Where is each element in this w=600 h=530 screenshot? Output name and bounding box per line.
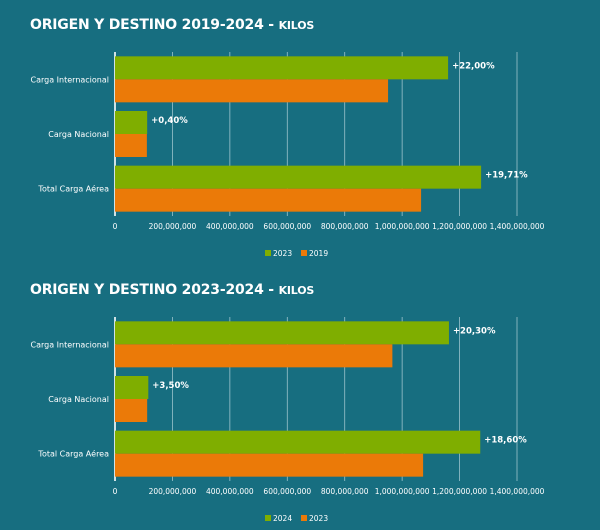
category-label: Total Carga Aérea (37, 184, 109, 194)
legend-label: 2023 (309, 514, 328, 523)
bar-2019 (115, 79, 389, 103)
bar-2019 (115, 188, 422, 212)
growth-annotation: +0,40% (151, 116, 188, 126)
x-tick-label: 1,200,000,000 (432, 487, 487, 496)
growth-annotation: +3,50% (152, 381, 189, 391)
x-tick-label: 600,000,000 (263, 222, 311, 231)
bar-2024 (115, 430, 481, 454)
x-tick-label: 0 (113, 487, 118, 496)
x-tick-label: 0 (113, 222, 118, 231)
bar-2023 (115, 453, 424, 477)
chart-2019-2024: ORIGEN Y DESTINO 2019-2024 - KILOS 0 200,… (30, 17, 545, 258)
x-tick-label: 200,000,000 (149, 487, 197, 496)
bar-2023 (115, 111, 148, 134)
bar-2024 (115, 376, 149, 399)
growth-annotation: +18,60% (484, 436, 527, 446)
legend-swatch (301, 515, 307, 521)
growth-annotation: +20,30% (453, 326, 496, 336)
x-tick-label: 1,200,000,000 (432, 222, 487, 231)
chart-plot: 0 200,000,000 400,000,000 600,000,000 800,00… (31, 317, 545, 523)
x-tick-label: 1,000,000,000 (375, 487, 430, 496)
legend-swatch (301, 250, 307, 256)
x-tick-label: 400,000,000 (206, 222, 254, 231)
chart-2023-2024: ORIGEN Y DESTINO 2023-2024 - KILOS 0 200,… (0, 265, 600, 530)
legend-label: 2023 (273, 249, 292, 258)
growth-annotation: +19,71% (485, 171, 528, 181)
x-tick-label: 200,000,000 (149, 222, 197, 231)
x-tick-label: 1,000,000,000 (375, 222, 430, 231)
x-tick-label: 600,000,000 (263, 487, 311, 496)
chart-title: ORIGEN Y DESTINO 2023-2024 - KILOS (30, 282, 315, 298)
category-label: Carga Internacional (31, 75, 109, 84)
bar-2019 (115, 134, 147, 157)
x-tick-label: 800,000,000 (321, 487, 369, 496)
legend-swatch (265, 515, 271, 521)
legend-label: 2024 (273, 514, 292, 523)
legend-label: 2019 (309, 249, 328, 258)
chart-title: ORIGEN Y DESTINO 2019-2024 - KILOS (30, 17, 315, 33)
legend-swatch (265, 250, 271, 256)
bar-2024 (115, 321, 449, 345)
bar-2023 (115, 56, 449, 80)
category-label: Carga Nacional (48, 395, 109, 404)
chart-plot: 0 200,000,000 400,000,000 600,000,000 800,00… (31, 52, 545, 258)
category-label: Total Carga Aérea (37, 449, 109, 459)
bar-2023 (115, 344, 393, 368)
bar-2023 (115, 399, 148, 422)
x-tick-label: 1,400,000,000 (490, 487, 545, 496)
x-tick-label: 1,400,000,000 (490, 222, 545, 231)
x-tick-label: 400,000,000 (206, 487, 254, 496)
bar-2023 (115, 165, 482, 189)
category-label: Carga Nacional (48, 130, 109, 139)
growth-annotation: +22,00% (452, 61, 495, 71)
category-label: Carga Internacional (31, 340, 109, 349)
x-tick-label: 800,000,000 (321, 222, 369, 231)
